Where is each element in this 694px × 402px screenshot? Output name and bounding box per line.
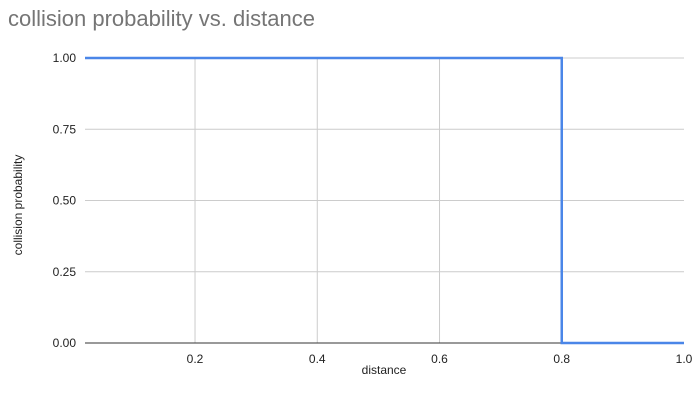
tick-labels: 0.00 0.25 0.50 0.75 1.00 0.2 0.4 0.6 0.8 1.0 <box>53 51 693 366</box>
gridlines <box>85 57 684 343</box>
y-axis-title: collision probability <box>11 155 25 256</box>
chart-title: collision probability vs. distance <box>8 6 315 31</box>
y-tick-label: 1.00 <box>53 51 77 65</box>
y-tick-label: 0.75 <box>53 122 77 136</box>
x-tick-label: 0.2 <box>187 352 204 366</box>
x-tick-label: 0.6 <box>431 352 448 366</box>
y-tick-label: 0.50 <box>53 194 77 208</box>
x-tick-label: 1.0 <box>676 352 693 366</box>
y-tick-label: 0.25 <box>53 265 77 279</box>
x-tick-label: 0.8 <box>553 352 570 366</box>
x-tick-label: 0.4 <box>309 352 326 366</box>
series-layer <box>85 56 684 345</box>
series-line <box>85 56 684 345</box>
x-axis-title: distance <box>362 363 407 377</box>
y-tick-label: 0.00 <box>53 336 77 350</box>
